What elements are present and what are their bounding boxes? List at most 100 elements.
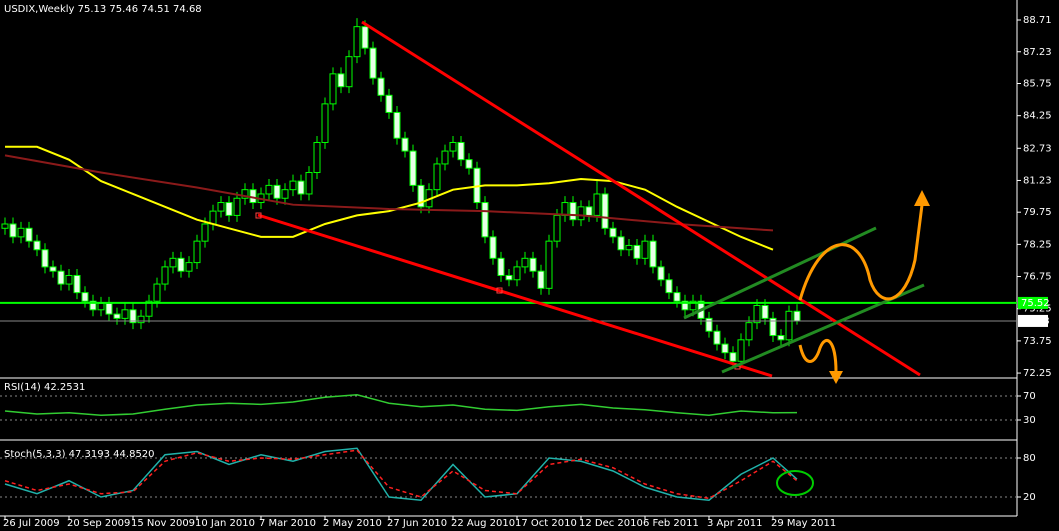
candle-body — [641, 240, 649, 259]
candle-body — [65, 274, 73, 285]
candle-body — [321, 103, 329, 143]
candle-body — [457, 141, 465, 161]
candle-body — [161, 266, 169, 285]
candle-body — [241, 189, 249, 199]
candle-body — [345, 56, 353, 88]
candle-body — [793, 310, 801, 322]
candle-body — [721, 343, 729, 354]
x-tick-label: 7 Mar 2010 — [259, 518, 316, 529]
candle-body — [537, 270, 545, 289]
x-tick-label: 15 Nov 2009 — [131, 518, 195, 529]
candle-body — [33, 240, 41, 251]
candle-body — [569, 202, 577, 221]
candle-body — [361, 26, 369, 49]
candle-body — [785, 310, 793, 341]
y-tick-label: 81.23 — [1023, 175, 1052, 186]
candle-body — [49, 266, 57, 272]
x-tick-label: 27 Jun 2010 — [387, 518, 447, 529]
indicator-line — [4, 447, 798, 502]
highlight-circle — [776, 470, 814, 496]
y-tick-label: 72.25 — [1023, 368, 1052, 379]
y-tick-label: 79.75 — [1023, 207, 1052, 218]
candle-body — [209, 210, 217, 225]
marker — [496, 287, 503, 294]
candle-body — [289, 180, 297, 191]
candle-body — [401, 137, 409, 152]
x-tick-label: 3 Apr 2011 — [707, 518, 762, 529]
x-tick-label: 17 Oct 2010 — [515, 518, 577, 529]
candle-body — [449, 141, 457, 152]
candle-body — [417, 184, 425, 208]
candle-body — [105, 302, 113, 315]
candle-body — [177, 257, 185, 272]
candle-body — [113, 313, 121, 319]
moving-average — [4, 154, 774, 232]
candle-body — [305, 172, 313, 195]
candle-body — [737, 339, 745, 362]
candle-body — [433, 163, 441, 191]
y-tick-label: 70 — [1023, 391, 1036, 402]
y-tick-label: 75.25 — [1023, 304, 1052, 315]
candle-body — [657, 266, 665, 281]
candle-body — [577, 206, 585, 221]
candle-body — [745, 322, 753, 341]
candle-body — [753, 305, 761, 324]
x-tick-label: 10 Jan 2010 — [195, 518, 255, 529]
candle-body — [81, 292, 89, 302]
candle-body — [89, 300, 97, 311]
candle-body — [57, 270, 65, 285]
candle-body — [385, 94, 393, 113]
candle-body — [337, 73, 345, 88]
candle-body — [481, 202, 489, 238]
x-tick-label: 12 Dec 2010 — [579, 518, 643, 529]
candle-body — [609, 227, 617, 238]
candle-body — [201, 223, 209, 242]
candle-body — [265, 184, 273, 195]
x-tick-label: 20 Sep 2009 — [67, 518, 130, 529]
candle-body — [673, 292, 681, 302]
candle-body — [705, 317, 713, 332]
candle-body — [617, 236, 625, 251]
candle-body — [9, 223, 17, 238]
trend-line — [257, 213, 773, 378]
candle-body — [97, 302, 105, 311]
x-tick-label: 6 Feb 2011 — [643, 518, 699, 529]
candle-body — [545, 240, 553, 289]
candle-body — [585, 206, 593, 216]
candle-body — [665, 279, 673, 294]
y-tick-label: 20 — [1023, 492, 1036, 503]
candle-body — [233, 197, 241, 216]
candle-body — [441, 150, 449, 165]
candle-body — [561, 202, 569, 216]
candle-body — [505, 274, 513, 281]
candle-body — [273, 184, 281, 199]
y-tick-label: 78.25 — [1023, 239, 1052, 250]
candle-body — [689, 300, 697, 311]
candle-body — [377, 77, 385, 96]
candle-body — [25, 227, 33, 242]
candle-body — [169, 257, 177, 268]
candle-body — [649, 240, 657, 268]
candle-body — [129, 309, 137, 324]
level-label-box — [1018, 296, 1048, 309]
panel-title: USDIX,Weekly 75.13 75.46 74.51 74.68 — [4, 4, 202, 15]
y-tick-label: 73.75 — [1023, 336, 1052, 347]
candle-body — [729, 352, 737, 362]
indicator-line — [4, 449, 798, 500]
candle-body — [185, 262, 193, 272]
candle-body — [225, 202, 233, 216]
candle-body — [593, 193, 601, 216]
candle-body — [73, 274, 81, 294]
candle-body — [625, 244, 633, 251]
candle-body — [1, 223, 9, 229]
projection-arrow — [798, 339, 838, 373]
candle-body — [681, 300, 689, 311]
y-tick-label: 87.23 — [1023, 47, 1052, 58]
candle-body — [521, 257, 529, 268]
candle-body — [137, 315, 145, 324]
candle-body — [769, 317, 777, 337]
candle-body — [513, 266, 521, 281]
level-label: 75.52 — [1021, 298, 1050, 309]
